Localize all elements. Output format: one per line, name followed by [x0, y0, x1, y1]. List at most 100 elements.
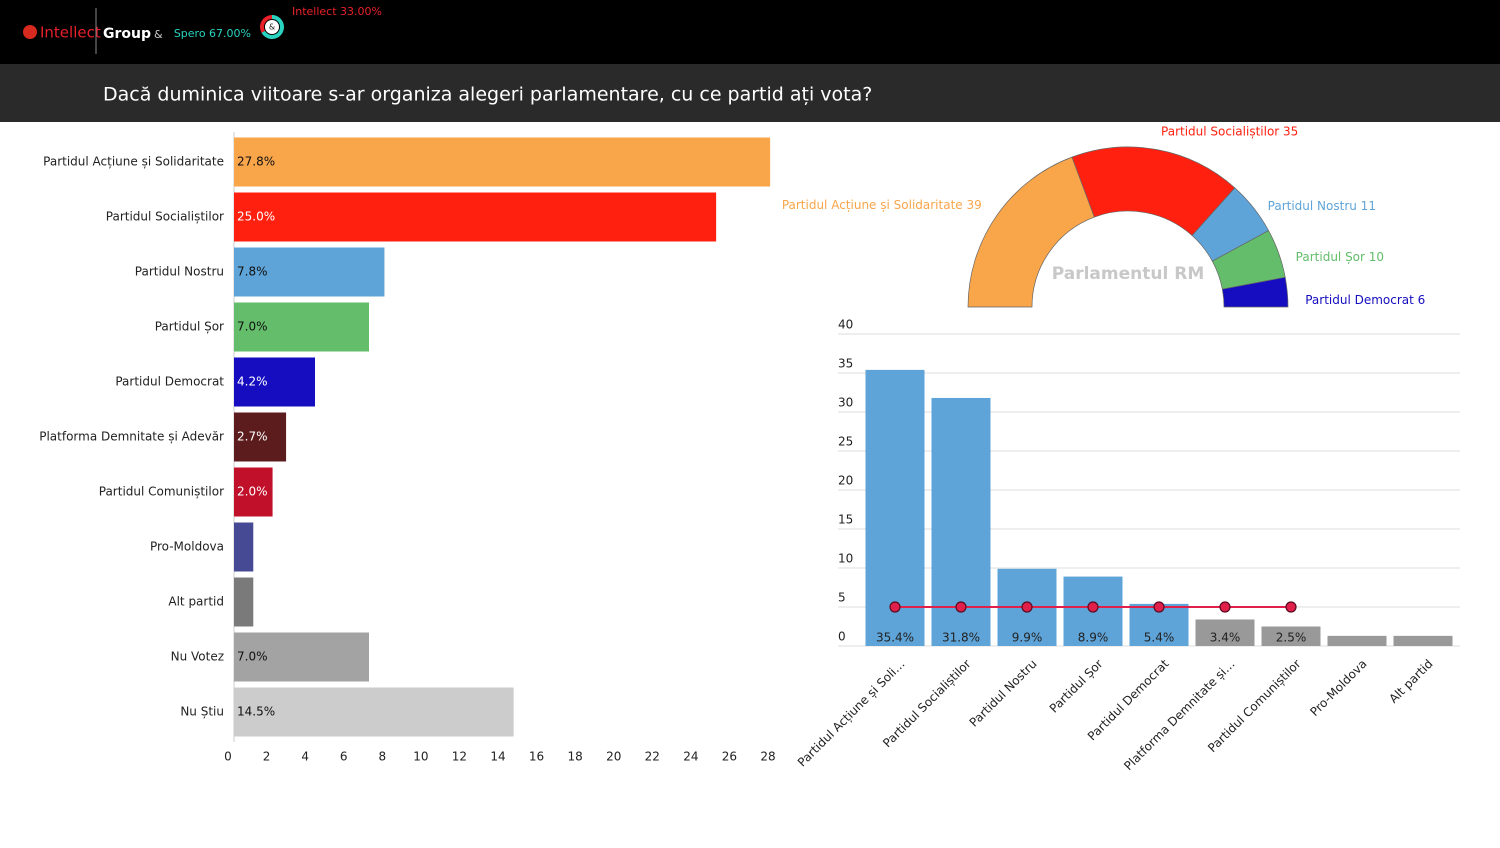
- value-label: 7.0%: [237, 650, 268, 664]
- x-tick-label: 4: [301, 750, 309, 764]
- x-tick-label: 8: [378, 750, 386, 764]
- bar: [234, 137, 771, 187]
- value-label: 9.9%: [1012, 631, 1043, 645]
- value-label: 35.4%: [876, 631, 914, 645]
- threshold-point: [1285, 601, 1297, 613]
- x-tick-label: 18: [568, 750, 583, 764]
- category-label: Nu Votez: [171, 650, 224, 664]
- seat-label: Partidul Nostru 11: [1268, 199, 1376, 213]
- x-tick-label: Partidul Nostru: [967, 657, 1040, 730]
- x-tick-label: Pro-Moldova: [1307, 657, 1369, 719]
- y-tick-label: 35: [838, 357, 853, 371]
- value-label: 2.0%: [237, 485, 268, 499]
- title-bar: [0, 64, 1500, 122]
- bar: [234, 687, 514, 737]
- group: Group: [103, 26, 151, 42]
- bar: [234, 357, 315, 407]
- value-label: 7.8%: [237, 265, 268, 279]
- x-tick-label: 14: [490, 750, 505, 764]
- donut-slice: [261, 15, 284, 39]
- y-tick-label: 25: [838, 435, 853, 449]
- bar: [234, 192, 717, 242]
- value-label: 14.5%: [237, 705, 275, 719]
- value-label: 4.2%: [237, 375, 268, 389]
- value-label: 25.0%: [237, 210, 275, 224]
- x-tick-label: 12: [452, 750, 467, 764]
- category-label: Partidul Nostru: [135, 265, 224, 279]
- category-label: Partidul Comuniștilor: [99, 485, 224, 499]
- donut-center: [265, 20, 279, 34]
- x-tick-label: 0: [224, 750, 232, 764]
- y-tick-label: 40: [838, 318, 853, 332]
- y-tick-label: 5: [838, 591, 846, 605]
- category-label: Platforma Demnitate și Adevăr: [39, 430, 224, 444]
- bar: [1195, 619, 1255, 646]
- bar: [1327, 635, 1387, 646]
- bar: [234, 632, 369, 682]
- y-tick-label: 30: [838, 396, 853, 410]
- seat-segment: [967, 156, 1095, 308]
- x-tick-label: 16: [529, 750, 544, 764]
- bar: [234, 247, 385, 297]
- category-label: Nu Știu: [180, 705, 224, 719]
- value-label: 3.4%: [1210, 631, 1241, 645]
- bar: [234, 577, 254, 627]
- seat-segment: [1221, 276, 1289, 308]
- y-tick-label: 15: [838, 513, 853, 527]
- x-tick-label: 22: [645, 750, 660, 764]
- bar: [1393, 635, 1453, 646]
- value-label: 2.7%: [237, 430, 268, 444]
- x-tick-label: Alt partid: [1386, 657, 1435, 706]
- y-tick-label: 0: [838, 630, 846, 644]
- donut-label: Intellect 33.00%: [292, 5, 382, 18]
- threshold-point: [1153, 601, 1165, 613]
- bar: [234, 302, 369, 352]
- bar: [1261, 626, 1321, 646]
- brand: Intellect: [40, 24, 101, 42]
- bar: [865, 369, 925, 646]
- bar: [234, 412, 287, 462]
- value-label: 31.8%: [942, 631, 980, 645]
- y-tick-label: 20: [838, 474, 853, 488]
- category-label: Partidul Acțiune și Solidaritate: [43, 155, 224, 169]
- seat-label: Partidul Șor 10: [1296, 250, 1384, 264]
- bar: [234, 467, 273, 517]
- x-tick-label: Partidul Acțiune și Soli…: [795, 657, 908, 770]
- x-tick-label: Partidul Șor: [1047, 657, 1106, 716]
- x-tick-label: 20: [606, 750, 621, 764]
- x-tick-label: Platforma Demnitate și…: [1121, 657, 1237, 773]
- donut-center-label: &: [269, 23, 275, 32]
- x-tick-label: 2: [263, 750, 271, 764]
- y-tick-label: 10: [838, 552, 853, 566]
- page-title: Dacă duminica viitoare s-ar organiza ale…: [103, 84, 872, 106]
- x-tick-label: 6: [340, 750, 348, 764]
- category-label: Partidul Șor: [155, 320, 224, 334]
- category-label: Alt partid: [168, 595, 224, 609]
- x-tick-label: 10: [413, 750, 428, 764]
- x-tick-label: 24: [683, 750, 698, 764]
- donut-slice: [260, 15, 273, 33]
- value-label: 2.5%: [1276, 631, 1307, 645]
- separator: &: [154, 28, 163, 41]
- donut-label: Spero 67.00%: [174, 27, 251, 40]
- category-label: Partidul Democrat: [115, 375, 224, 389]
- x-tick-label: 28: [760, 750, 775, 764]
- x-tick-label: 26: [722, 750, 737, 764]
- value-label: 27.8%: [237, 155, 275, 169]
- threshold-point: [1087, 601, 1099, 613]
- category-label: Partidul Socialiștilor: [106, 210, 224, 224]
- semi-donut-title: Parlamentul RM: [1052, 264, 1205, 284]
- threshold-point: [889, 601, 901, 613]
- threshold-point: [1219, 601, 1231, 613]
- seat-label: Partidul Acțiune și Solidaritate 39: [782, 198, 982, 212]
- threshold-point: [1021, 601, 1033, 613]
- threshold-point: [955, 601, 967, 613]
- value-label: 5.4%: [1144, 631, 1175, 645]
- value-label: 8.9%: [1078, 631, 1109, 645]
- value-label: 7.0%: [237, 320, 268, 334]
- seat-label: Partidul Democrat 6: [1305, 293, 1425, 307]
- bar: [234, 522, 254, 572]
- top-bar: [0, 0, 1500, 64]
